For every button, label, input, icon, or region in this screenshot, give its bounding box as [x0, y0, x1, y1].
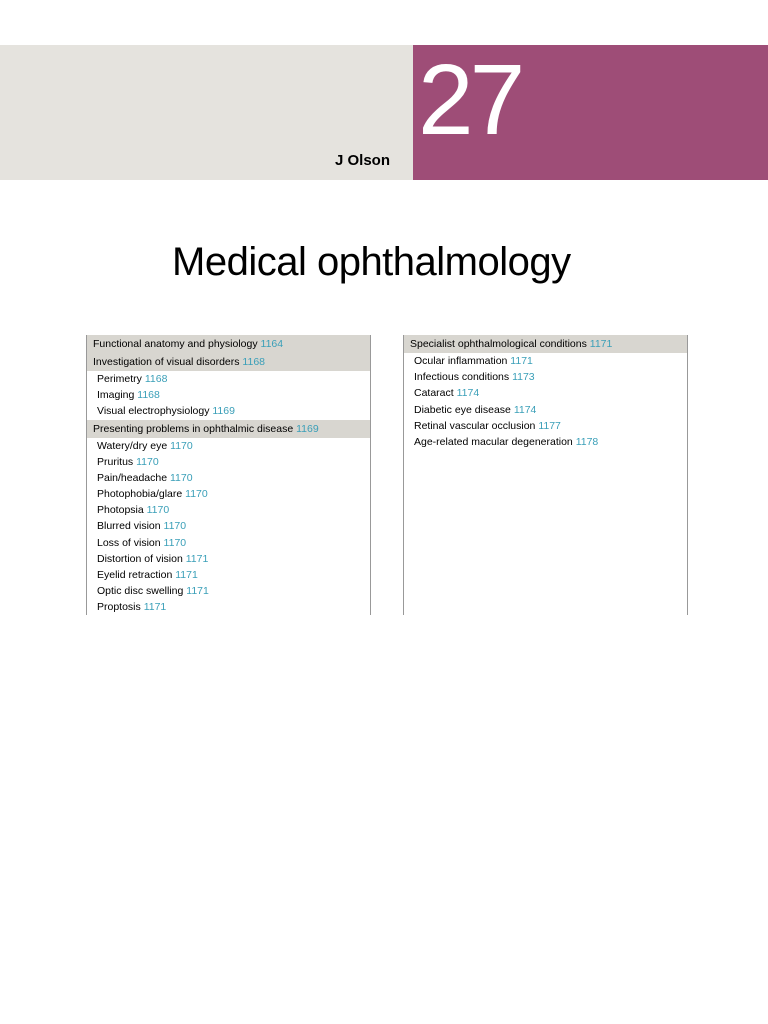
- toc-entry-text: Eyelid retraction: [97, 569, 175, 581]
- toc-entry: Age-related macular degeneration 1178: [404, 434, 687, 450]
- toc-column-right: Specialist ophthalmological conditions 1…: [403, 335, 688, 615]
- toc-entry-text: Functional anatomy and physiology: [93, 338, 261, 350]
- toc-entry-page: 1171: [186, 553, 209, 565]
- toc-section-header: Investigation of visual disorders 1168: [87, 353, 370, 371]
- chapter-number: 27: [418, 50, 521, 150]
- toc-entry: Photophobia/glare 1170: [87, 486, 370, 502]
- toc-entry-text: Optic disc swelling: [97, 585, 186, 597]
- toc-column-left: Functional anatomy and physiology 1164In…: [86, 335, 371, 615]
- toc-entry: Pruritus 1170: [87, 454, 370, 470]
- toc-entry: Visual electrophysiology 1169: [87, 403, 370, 419]
- toc-entry-page: 1170: [136, 456, 159, 468]
- toc-entry-page: 1177: [538, 420, 561, 432]
- toc-entry: Ocular inflammation 1171: [404, 353, 687, 369]
- toc-entry-page: 1171: [175, 569, 198, 581]
- toc-entry-text: Pain/headache: [97, 472, 170, 484]
- toc-entry: Distortion of vision 1171: [87, 551, 370, 567]
- toc-entry-page: 1171: [186, 585, 209, 597]
- toc-entry-text: Specialist ophthalmological conditions: [410, 338, 590, 350]
- toc-entry: Blurred vision 1170: [87, 518, 370, 534]
- toc-section-header: Functional anatomy and physiology 1164: [87, 335, 370, 353]
- toc-entry-text: Investigation of visual disorders: [93, 356, 242, 368]
- toc-entry-page: 1169: [296, 423, 319, 435]
- toc-entry-text: Presenting problems in ophthalmic diseas…: [93, 423, 296, 435]
- toc-container: Functional anatomy and physiology 1164In…: [86, 335, 688, 615]
- toc-entry-page: 1170: [164, 520, 187, 532]
- toc-entry-text: Retinal vascular occlusion: [414, 420, 538, 432]
- toc-entry: Retinal vascular occlusion 1177: [404, 418, 687, 434]
- toc-entry-text: Perimetry: [97, 373, 145, 385]
- toc-entry-text: Age-related macular degeneration: [414, 436, 576, 448]
- toc-entry-text: Pruritus: [97, 456, 136, 468]
- toc-entry-text: Watery/dry eye: [97, 440, 170, 452]
- toc-section-header: Specialist ophthalmological conditions 1…: [404, 335, 687, 353]
- toc-entry-page: 1170: [170, 440, 193, 452]
- toc-entry: Infectious conditions 1173: [404, 369, 687, 385]
- toc-entry: Eyelid retraction 1171: [87, 567, 370, 583]
- toc-entry-page: 1168: [145, 373, 168, 385]
- toc-entry: Imaging 1168: [87, 387, 370, 403]
- toc-entry-text: Blurred vision: [97, 520, 164, 532]
- toc-entry-text: Imaging: [97, 389, 137, 401]
- toc-entry-page: 1178: [576, 436, 599, 448]
- toc-entry: Proptosis 1171: [87, 599, 370, 615]
- toc-entry-page: 1171: [144, 601, 167, 613]
- toc-entry-page: 1168: [242, 356, 265, 368]
- toc-entry: Perimetry 1168: [87, 371, 370, 387]
- chapter-title: Medical ophthalmology: [172, 240, 571, 285]
- toc-entry-text: Distortion of vision: [97, 553, 186, 565]
- toc-entry-page: 1174: [457, 387, 480, 399]
- toc-entry: Cataract 1174: [404, 385, 687, 401]
- toc-entry-page: 1171: [510, 355, 533, 367]
- toc-entry-text: Photopsia: [97, 504, 147, 516]
- toc-entry: Photopsia 1170: [87, 502, 370, 518]
- toc-entry: Optic disc swelling 1171: [87, 583, 370, 599]
- toc-entry-page: 1174: [514, 404, 537, 416]
- toc-entry: Diabetic eye disease 1174: [404, 402, 687, 418]
- toc-section-header: Presenting problems in ophthalmic diseas…: [87, 420, 370, 438]
- toc-entry-page: 1173: [512, 371, 535, 383]
- toc-entry-page: 1170: [164, 537, 187, 549]
- toc-entry-page: 1170: [170, 472, 193, 484]
- toc-entry: Watery/dry eye 1170: [87, 438, 370, 454]
- toc-entry-text: Loss of vision: [97, 537, 164, 549]
- toc-entry-text: Diabetic eye disease: [414, 404, 514, 416]
- toc-entry-page: 1168: [137, 389, 160, 401]
- toc-entry-page: 1164: [261, 338, 284, 350]
- toc-entry-text: Ocular inflammation: [414, 355, 510, 367]
- toc-entry-text: Visual electrophysiology: [97, 405, 212, 417]
- toc-entry-page: 1170: [147, 504, 170, 516]
- toc-entry-page: 1170: [185, 488, 208, 500]
- toc-entry-page: 1169: [212, 405, 235, 417]
- toc-entry-text: Proptosis: [97, 601, 144, 613]
- toc-entry-text: Cataract: [414, 387, 457, 399]
- author-name: J Olson: [335, 152, 390, 169]
- toc-entry-page: 1171: [590, 338, 613, 350]
- toc-entry-text: Photophobia/glare: [97, 488, 185, 500]
- toc-entry: Pain/headache 1170: [87, 470, 370, 486]
- toc-entry-text: Infectious conditions: [414, 371, 512, 383]
- toc-entry: Loss of vision 1170: [87, 535, 370, 551]
